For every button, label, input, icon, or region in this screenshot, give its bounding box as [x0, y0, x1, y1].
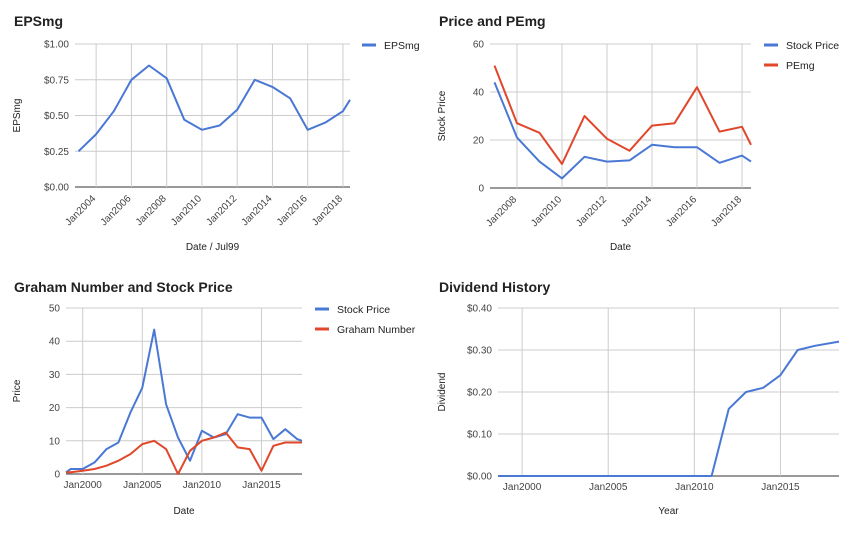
x-tick-label: Jan2005: [123, 480, 162, 491]
x-tick-label: Jan2010: [675, 482, 714, 493]
chart-title: EPSmg: [14, 13, 63, 29]
x-tick-label: Jan2016: [275, 193, 310, 228]
y-tick-label: 0: [478, 184, 484, 195]
y-tick-label: 20: [49, 403, 61, 414]
y-tick-label: 50: [49, 304, 61, 315]
y-tick-label: 60: [473, 40, 485, 51]
price-pe-chart-panel: Price and PEmg 0 20 40 60 Jan2008 Jan2010 Jan20…: [427, 2, 853, 265]
x-tick-label: Jan2006: [99, 193, 134, 228]
y-tick-label: 10: [49, 436, 61, 447]
series-line-pemg: [493, 65, 752, 165]
x-tick-label: Jan2018: [310, 193, 345, 228]
y-axis-label: Stock Price: [437, 90, 448, 141]
x-tick-label: Jan2012: [204, 193, 239, 228]
x-tick-label: Jan2000: [503, 482, 542, 493]
div-chart-svg: Dividend History $0.00 $0.10 $0.20 $0.30 $0.4…: [437, 279, 840, 517]
dividend-chart-panel: Dividend History $0.00 $0.10 $0.20 $0.30 $0.4…: [427, 268, 853, 535]
y-tick-label: 20: [473, 136, 485, 147]
y-tick-label: $0.30: [467, 346, 492, 357]
x-tick-label: Jan2014: [619, 194, 654, 229]
y-axis-label: Price: [12, 379, 23, 402]
series-line-stock-price: [65, 328, 303, 474]
x-tick-label: Jan2008: [484, 194, 519, 229]
y-axis-label: EPSmg: [12, 99, 23, 133]
legend-label: EPSmg: [384, 40, 420, 52]
series-line-stock-price: [493, 82, 752, 180]
x-tick-label: Jan2008: [134, 193, 169, 228]
x-tick-label: Jan2015: [242, 480, 281, 491]
legend-label: Stock Price: [337, 304, 390, 316]
legend-label: Stock Price: [786, 40, 839, 52]
x-tick-label: Jan2016: [664, 194, 699, 229]
x-tick-label: Jan2014: [240, 193, 275, 228]
x-axis-label: Year: [658, 506, 679, 517]
y-tick-label: $0.75: [44, 75, 69, 86]
x-axis-label: Date / Jul99: [186, 242, 240, 253]
chart-title: Dividend History: [439, 279, 550, 295]
series-line-0: [498, 340, 840, 477]
y-tick-label: 30: [49, 370, 61, 381]
chart-title: Price and PEmg: [439, 13, 546, 29]
series-line-epsmg: [77, 64, 351, 153]
pe-chart-svg: Price and PEmg 0 20 40 60 Jan2008 Jan2010 Jan20…: [437, 13, 839, 253]
x-tick-label: Jan2010: [169, 193, 204, 228]
x-tick-label: Jan2010: [183, 480, 222, 491]
eps-chart-panel: EPSmg $0.00 $0.25 $0.50 $0.75 $1.00 Jan2004 Jan…: [2, 2, 424, 265]
x-axis-label: Date: [610, 242, 632, 253]
series-line-graham-number: [66, 431, 302, 475]
y-tick-label: $0.40: [467, 304, 492, 315]
y-tick-label: 0: [54, 470, 60, 481]
chart-title: Graham Number and Stock Price: [14, 279, 233, 295]
y-tick-label: $1.00: [44, 40, 69, 51]
x-tick-label: Jan2018: [709, 194, 744, 229]
y-tick-label: $0.20: [467, 388, 492, 399]
x-axis-label: Date: [173, 506, 195, 517]
y-tick-label: $0.25: [44, 147, 69, 158]
graham-chart-svg: Graham Number and Stock Price 0 10 20 30 40 50…: [12, 279, 416, 517]
x-tick-label: Jan2010: [529, 194, 564, 229]
graham-chart-panel: Graham Number and Stock Price 0 10 20 30 40 50…: [2, 268, 424, 535]
y-tick-label: 40: [473, 88, 485, 99]
y-tick-label: $0.00: [44, 183, 69, 194]
y-tick-label: 40: [49, 337, 61, 348]
y-tick-label: $0.00: [467, 472, 492, 483]
x-tick-label: Jan2000: [63, 480, 102, 491]
legend-label: PEmg: [786, 60, 815, 72]
y-tick-label: $0.10: [467, 430, 492, 441]
y-axis-label: Dividend: [437, 373, 448, 412]
legend-label: Graham Number: [337, 324, 416, 336]
x-tick-label: Jan2004: [63, 193, 98, 228]
x-tick-label: Jan2012: [574, 194, 609, 229]
y-tick-label: $0.50: [44, 111, 69, 122]
x-tick-label: Jan2005: [589, 482, 628, 493]
x-tick-label: Jan2015: [761, 482, 800, 493]
